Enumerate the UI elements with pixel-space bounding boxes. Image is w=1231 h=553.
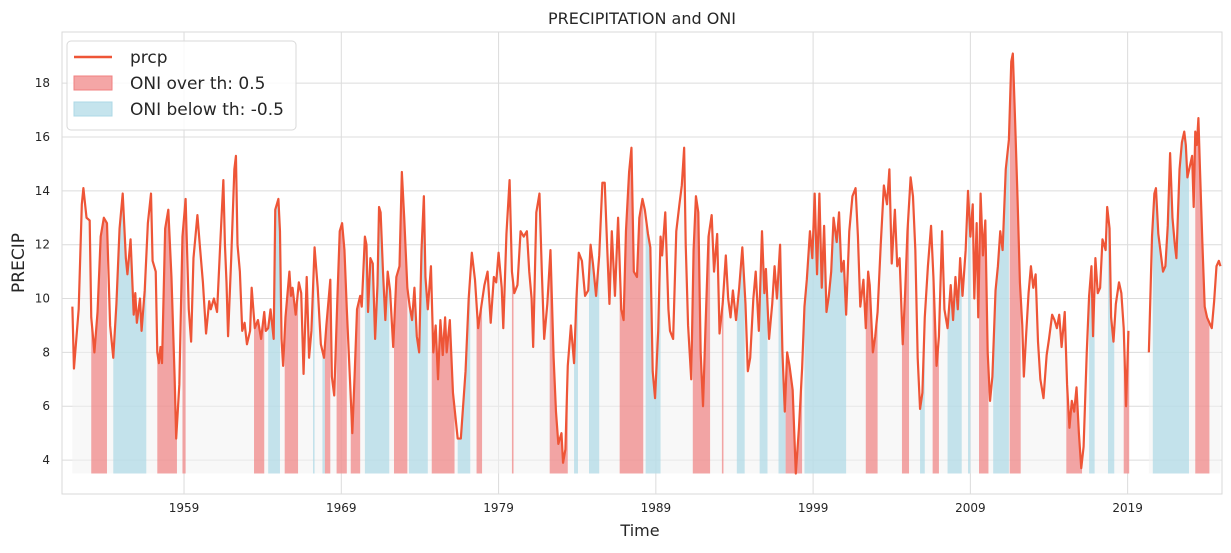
y-axis-label: PRECIP — [9, 233, 29, 293]
oni-fill — [804, 193, 847, 474]
x-tick-label: 2009 — [955, 501, 986, 515]
oni-fill — [549, 250, 568, 474]
oni-fill — [1066, 360, 1083, 474]
oni-fill — [511, 271, 514, 474]
legend-swatch — [73, 75, 113, 91]
oni-fill — [1195, 118, 1210, 474]
oni-fill — [645, 215, 661, 474]
x-tick-label: 1979 — [483, 501, 514, 515]
x-tick-label: 1989 — [641, 501, 672, 515]
legend-label: prcp — [130, 48, 168, 68]
oni-fill — [692, 196, 711, 474]
legend: prcp ONI over th: 0.5 ONI below th: -0.5 — [66, 40, 297, 131]
oni-fill — [336, 223, 347, 474]
oni-fill — [721, 291, 724, 474]
oni-fill — [254, 312, 265, 474]
oni-fill — [113, 193, 147, 474]
oni-fill — [393, 172, 408, 474]
ticks: 4 6 8 10 12 14 16 18 1959 1969 1979 1989 1999 2009 201… — [35, 76, 1143, 515]
oni-fill — [284, 271, 299, 474]
legend-box — [66, 40, 297, 131]
oni-fill — [91, 217, 107, 474]
oni-fill — [408, 196, 428, 474]
oni-fill — [157, 209, 177, 474]
y-tick-label: 12 — [35, 238, 50, 252]
oni-fill — [364, 207, 390, 474]
prcp-line — [71, 52, 1222, 475]
y-tick-label: 18 — [35, 76, 50, 90]
oni-fill — [1152, 131, 1189, 474]
oni-fill — [993, 139, 1009, 474]
x-tick-label: 1959 — [169, 501, 200, 515]
y-tick-label: 8 — [42, 345, 50, 359]
legend-swatch — [73, 101, 113, 117]
chart-title: PRECIPITATION and ONI — [548, 9, 736, 28]
x-axis-label: Time — [619, 521, 659, 540]
oni-fill — [1009, 53, 1021, 474]
oni-fill — [619, 147, 644, 474]
oni-fill — [574, 268, 578, 474]
y-tick-label: 4 — [42, 453, 50, 467]
oni-fill — [182, 198, 186, 474]
y-tick-label: 6 — [42, 399, 50, 413]
x-tick-label: 2019 — [1112, 501, 1143, 515]
legend-label: ONI over th: 0.5 — [130, 74, 265, 94]
x-tick-label: 1999 — [798, 501, 829, 515]
legend-label: ONI below th: -0.5 — [130, 100, 284, 120]
marks — [71, 52, 1222, 475]
oni-fill — [476, 301, 483, 474]
oni-fill — [968, 190, 971, 474]
oni-fill — [736, 247, 745, 474]
oni-fill — [901, 204, 910, 474]
oni-fill — [589, 244, 600, 474]
oni-fill — [947, 258, 962, 474]
oni-fill — [865, 271, 878, 474]
oni-fill — [457, 275, 471, 474]
oni-fill — [322, 347, 325, 474]
y-tick-label: 16 — [35, 130, 50, 144]
x-tick-label: 1969 — [326, 501, 357, 515]
y-tick-label: 14 — [35, 184, 50, 198]
y-tick-label: 10 — [35, 292, 50, 306]
oni-fill — [1089, 266, 1095, 474]
oni-fill — [979, 193, 989, 474]
